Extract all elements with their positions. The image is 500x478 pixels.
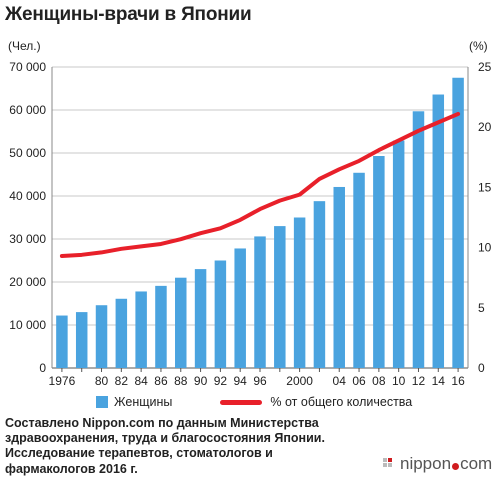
left-tick-label: 50 000 <box>9 146 46 160</box>
bar <box>194 269 207 368</box>
x-tick-label: 10 <box>392 374 406 388</box>
bar <box>392 140 405 368</box>
x-tick-label: 14 <box>432 374 446 388</box>
bar <box>155 285 167 368</box>
x-tick-label: 96 <box>253 374 267 388</box>
bar <box>353 172 365 368</box>
left-tick-label: 40 000 <box>9 189 46 203</box>
x-tick-label: 06 <box>352 374 366 388</box>
left-tick-label: 70 000 <box>9 60 46 74</box>
x-tick-label: 90 <box>194 374 208 388</box>
x-tick-label: 80 <box>95 374 109 388</box>
left-tick-label: 30 000 <box>9 232 46 246</box>
bar <box>234 248 246 368</box>
source-note: Составлено Nippon.com по данным Министер… <box>5 416 325 476</box>
left-tick-label: 60 000 <box>9 103 46 117</box>
right-axis-unit: (%) <box>469 39 488 53</box>
left-tick-label: 0 <box>39 361 46 375</box>
right-tick-label: 20 <box>478 120 492 134</box>
brand-logo: nippon com <box>382 454 492 474</box>
bar <box>412 111 425 368</box>
bar <box>214 260 227 368</box>
bar <box>56 315 68 368</box>
bar <box>254 236 266 368</box>
bar <box>95 305 108 368</box>
x-tick-label: 88 <box>174 374 188 388</box>
x-tick-label: 1976 <box>49 374 76 388</box>
x-tick-label: 84 <box>134 374 148 388</box>
legend-line-label: % от общего количества <box>270 395 413 409</box>
bar <box>313 201 326 368</box>
right-tick-label: 0 <box>478 361 485 375</box>
x-tick-label: 08 <box>372 374 386 388</box>
bar <box>293 217 306 368</box>
legend-bar-label: Женщины <box>114 395 173 409</box>
bar <box>333 186 345 368</box>
chart-title: Женщины-врачи в Японии <box>5 4 252 25</box>
bar-series <box>56 77 464 369</box>
legend-bar-swatch <box>96 396 108 408</box>
nippon-logo-icon <box>383 458 392 467</box>
left-tick-label: 10 000 <box>9 318 46 332</box>
bar <box>274 226 286 368</box>
bar <box>175 277 187 368</box>
x-tick-label: 94 <box>234 374 248 388</box>
x-tick-label: 16 <box>451 374 465 388</box>
bar <box>115 298 128 368</box>
chart: 0 10 000 20 000 30 000 40 000 50 000 60 000 70 … <box>8 39 492 388</box>
right-tick-label: 5 <box>478 301 485 315</box>
left-axis-unit: (Чел.) <box>8 39 41 53</box>
legend-line-swatch <box>220 399 263 405</box>
legend: Женщины % от общего количества <box>96 395 412 409</box>
x-tick-label: 04 <box>333 374 347 388</box>
x-tick-label: 12 <box>412 374 426 388</box>
bar <box>452 77 464 368</box>
brand-dot-icon <box>452 462 460 470</box>
bar <box>432 94 445 369</box>
brand-domain: com <box>460 454 493 473</box>
right-tick-label: 25 <box>478 60 492 74</box>
axes: 0 10 000 20 000 30 000 40 000 50 000 60 000 70 … <box>9 60 491 388</box>
x-tick-label: 82 <box>115 374 129 388</box>
left-tick-label: 20 000 <box>9 275 46 289</box>
bar <box>373 156 385 368</box>
bar <box>135 291 147 368</box>
percent-line <box>59 111 461 259</box>
x-tick-label: 92 <box>214 374 228 388</box>
right-tick-label: 10 <box>478 241 492 255</box>
x-tick-label: 2000 <box>286 374 313 388</box>
line-series <box>59 111 461 259</box>
x-tick-label: 86 <box>154 374 168 388</box>
bar <box>75 312 88 368</box>
right-tick-label: 15 <box>478 180 492 194</box>
brand-name: nippon <box>400 454 452 473</box>
